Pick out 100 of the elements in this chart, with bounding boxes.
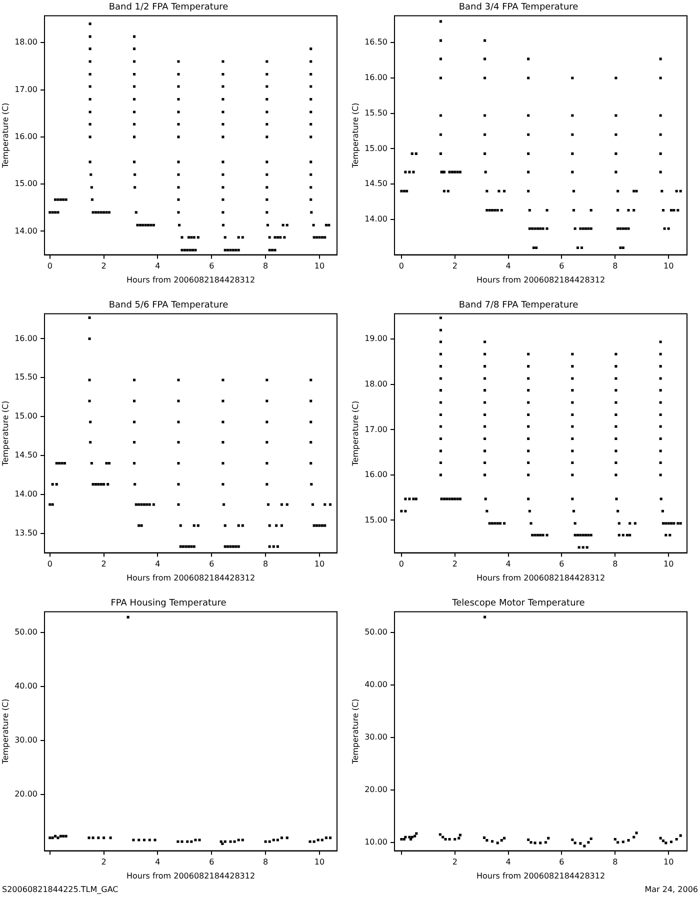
point [194, 838, 197, 842]
point [59, 834, 62, 838]
chart-title: FPA Housing Temperature [110, 598, 227, 609]
point [286, 836, 288, 840]
x-tick-label: 8 [612, 262, 618, 271]
point [54, 834, 57, 838]
point [527, 838, 530, 842]
point [482, 836, 486, 839]
point [616, 841, 620, 844]
y-tick-label: 16.00 [14, 132, 38, 142]
x-tick-label: 10 [314, 858, 325, 867]
y-tick-label: 50.00 [364, 627, 388, 636]
point [486, 839, 488, 842]
point [414, 834, 416, 838]
point [126, 616, 130, 618]
y-axis-title: Temperature (C) [0, 400, 10, 467]
y-tick-label: 14.50 [14, 450, 38, 460]
point [132, 838, 135, 842]
y-tick-label: 17.00 [364, 424, 388, 434]
y-tick-label: 30.00 [364, 732, 388, 742]
point [579, 842, 582, 845]
y-tick-label: 16.50 [364, 38, 388, 47]
point [415, 832, 418, 835]
point [458, 836, 460, 840]
y-tick-label: 16.00 [364, 73, 388, 82]
y-tick-label: 40.00 [364, 680, 388, 689]
point [198, 838, 201, 842]
point [490, 840, 494, 843]
y-tick-label: 20.00 [14, 790, 38, 799]
x-axis-title: Hours from 2006082184428312 [476, 573, 606, 582]
point [404, 836, 407, 838]
x-tick-label: 8 [263, 560, 268, 569]
point [662, 840, 664, 842]
point [632, 836, 636, 838]
point [530, 841, 532, 844]
x-tick-label: 6 [559, 858, 564, 867]
point [544, 841, 547, 844]
x-tick-label: 4 [506, 262, 511, 271]
point [56, 836, 60, 840]
point [109, 836, 112, 840]
point [190, 840, 193, 843]
y-tick-label: 13.50 [14, 528, 38, 538]
point [410, 836, 414, 838]
point [272, 838, 275, 842]
x-axis-title: Hours from 2006082184428312 [126, 573, 256, 582]
point [176, 840, 180, 843]
point [614, 838, 616, 841]
point [264, 840, 267, 843]
x-tick-label: 6 [209, 262, 214, 271]
point [48, 836, 52, 840]
point [138, 838, 140, 842]
y-axis-title: Temperature (C) [350, 102, 360, 169]
x-axis-title: Hours from 2006082184428312 [126, 275, 256, 284]
point [664, 842, 668, 844]
y-tick-label: 15.50 [14, 372, 38, 382]
x-tick-label: 8 [612, 858, 618, 867]
point [622, 840, 624, 844]
point [679, 834, 682, 837]
point [496, 842, 499, 844]
point [97, 836, 100, 840]
y-tick-label: 15.00 [14, 179, 38, 188]
point [500, 839, 503, 842]
point [444, 838, 447, 841]
y-tick-label: 19.00 [364, 334, 388, 344]
x-tick-label: 4 [155, 262, 160, 271]
x-tick-label: 0 [47, 560, 52, 569]
point [88, 836, 90, 840]
x-tick-label: 2 [452, 262, 458, 271]
x-tick-label: 6 [209, 560, 214, 569]
point [670, 840, 673, 844]
x-tick-label: 10 [314, 262, 325, 271]
point [438, 833, 442, 836]
point [534, 842, 536, 844]
x-tick-label: 2 [452, 858, 458, 867]
y-axis-title: Temperature (C) [350, 400, 360, 467]
y-tick-label: 30.00 [14, 736, 38, 745]
point [229, 840, 232, 843]
x-tick-label: 2 [101, 560, 106, 569]
point [571, 838, 574, 842]
point [62, 834, 65, 838]
point [635, 832, 638, 834]
x-tick-label: 6 [209, 858, 214, 867]
point [442, 836, 444, 838]
y-tick-label: 16.00 [364, 470, 388, 480]
y-tick-label: 14.50 [364, 179, 388, 188]
point [454, 838, 456, 841]
point [320, 838, 324, 842]
point [308, 840, 312, 843]
y-axis-title: Temperature (C) [0, 102, 10, 169]
y-tick-label: 14.00 [14, 489, 38, 498]
point [458, 834, 462, 836]
chart-title: Band 7/8 FPA Temperature [458, 300, 579, 311]
x-tick-label: 0 [398, 262, 404, 271]
y-tick-label: 20.00 [364, 784, 388, 794]
point [92, 836, 94, 840]
x-tick-label: 4 [506, 560, 511, 569]
point [547, 836, 550, 840]
y-tick-label: 15.00 [364, 144, 388, 153]
point [587, 841, 590, 844]
point [224, 840, 226, 843]
